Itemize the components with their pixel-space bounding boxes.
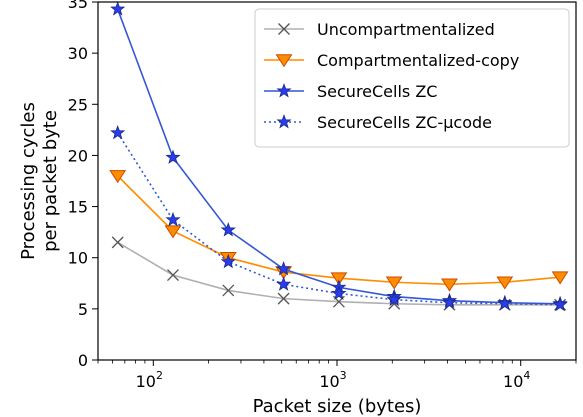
star-marker: [276, 276, 292, 291]
legend-label: SecureCells ZC-μcode: [317, 113, 492, 132]
y-tick-label: 5: [78, 300, 88, 319]
x-marker: [111, 236, 124, 249]
star-marker: [441, 294, 458, 310]
legend-box: [254, 8, 570, 148]
y-tick-label: 15: [68, 198, 88, 217]
star-marker: [276, 114, 292, 129]
triangle-marker: [385, 276, 403, 290]
x-marker: [278, 23, 290, 35]
x-tick-label: 102: [136, 369, 163, 391]
legend-item: Uncompartmentalized: [264, 20, 495, 39]
triangle-marker: [496, 276, 514, 290]
series-line: [117, 132, 561, 306]
x-marker: [277, 292, 290, 305]
legend: Uncompartmentalized Compartmentalized-cop…: [254, 8, 570, 148]
y-tick-label: 35: [68, 0, 88, 12]
triangle-marker: [441, 278, 458, 292]
triangle-marker: [164, 225, 182, 239]
star-marker: [110, 124, 126, 140]
y-tick-label: 20: [68, 146, 88, 165]
star-marker: [165, 211, 181, 227]
star-marker: [220, 222, 236, 237]
legend-item: SecureCells ZC: [264, 82, 437, 101]
series-4: [110, 124, 568, 312]
star-marker: [552, 296, 568, 312]
star-marker: [331, 285, 347, 300]
triangle-marker: [551, 271, 569, 285]
star-marker: [165, 149, 181, 164]
x-tick-label: 103: [319, 369, 346, 391]
legend-label: SecureCells ZC: [317, 82, 437, 101]
triangle-marker: [109, 170, 127, 184]
axes-layer: 0 5 10 15 20 25 30 35 102 103 104: [68, 0, 577, 391]
triangle-marker: [275, 54, 293, 68]
legend-item: Compartmentalized-copy: [264, 51, 519, 70]
star-marker: [220, 253, 236, 269]
x-tick-label: 104: [503, 369, 530, 391]
star-marker: [276, 260, 292, 276]
y-axis-label: Processing cycles per packet byte: [18, 102, 61, 260]
legend-label: Compartmentalized-copy: [317, 51, 519, 70]
x-marker: [222, 284, 235, 297]
triangle-marker: [330, 272, 348, 286]
legend-label: Uncompartmentalized: [317, 20, 495, 39]
star-marker: [110, 1, 126, 16]
star-marker: [276, 83, 292, 98]
y-tick-label: 10: [68, 249, 88, 268]
x-axis-label: Packet size (bytes): [253, 396, 422, 417]
star-marker: [386, 291, 402, 307]
x-marker: [167, 269, 179, 282]
y-tick-label: 25: [68, 95, 88, 114]
y-axis-label-line-2: per packet byte: [40, 110, 61, 252]
star-marker: [497, 295, 513, 311]
legend-item: SecureCells ZC-μcode: [264, 113, 492, 132]
y-tick-label: 0: [78, 351, 88, 370]
series-layer: [109, 1, 569, 312]
y-tick-label: 30: [68, 44, 88, 63]
y-axis-label-line-1: Processing cycles: [18, 102, 39, 260]
